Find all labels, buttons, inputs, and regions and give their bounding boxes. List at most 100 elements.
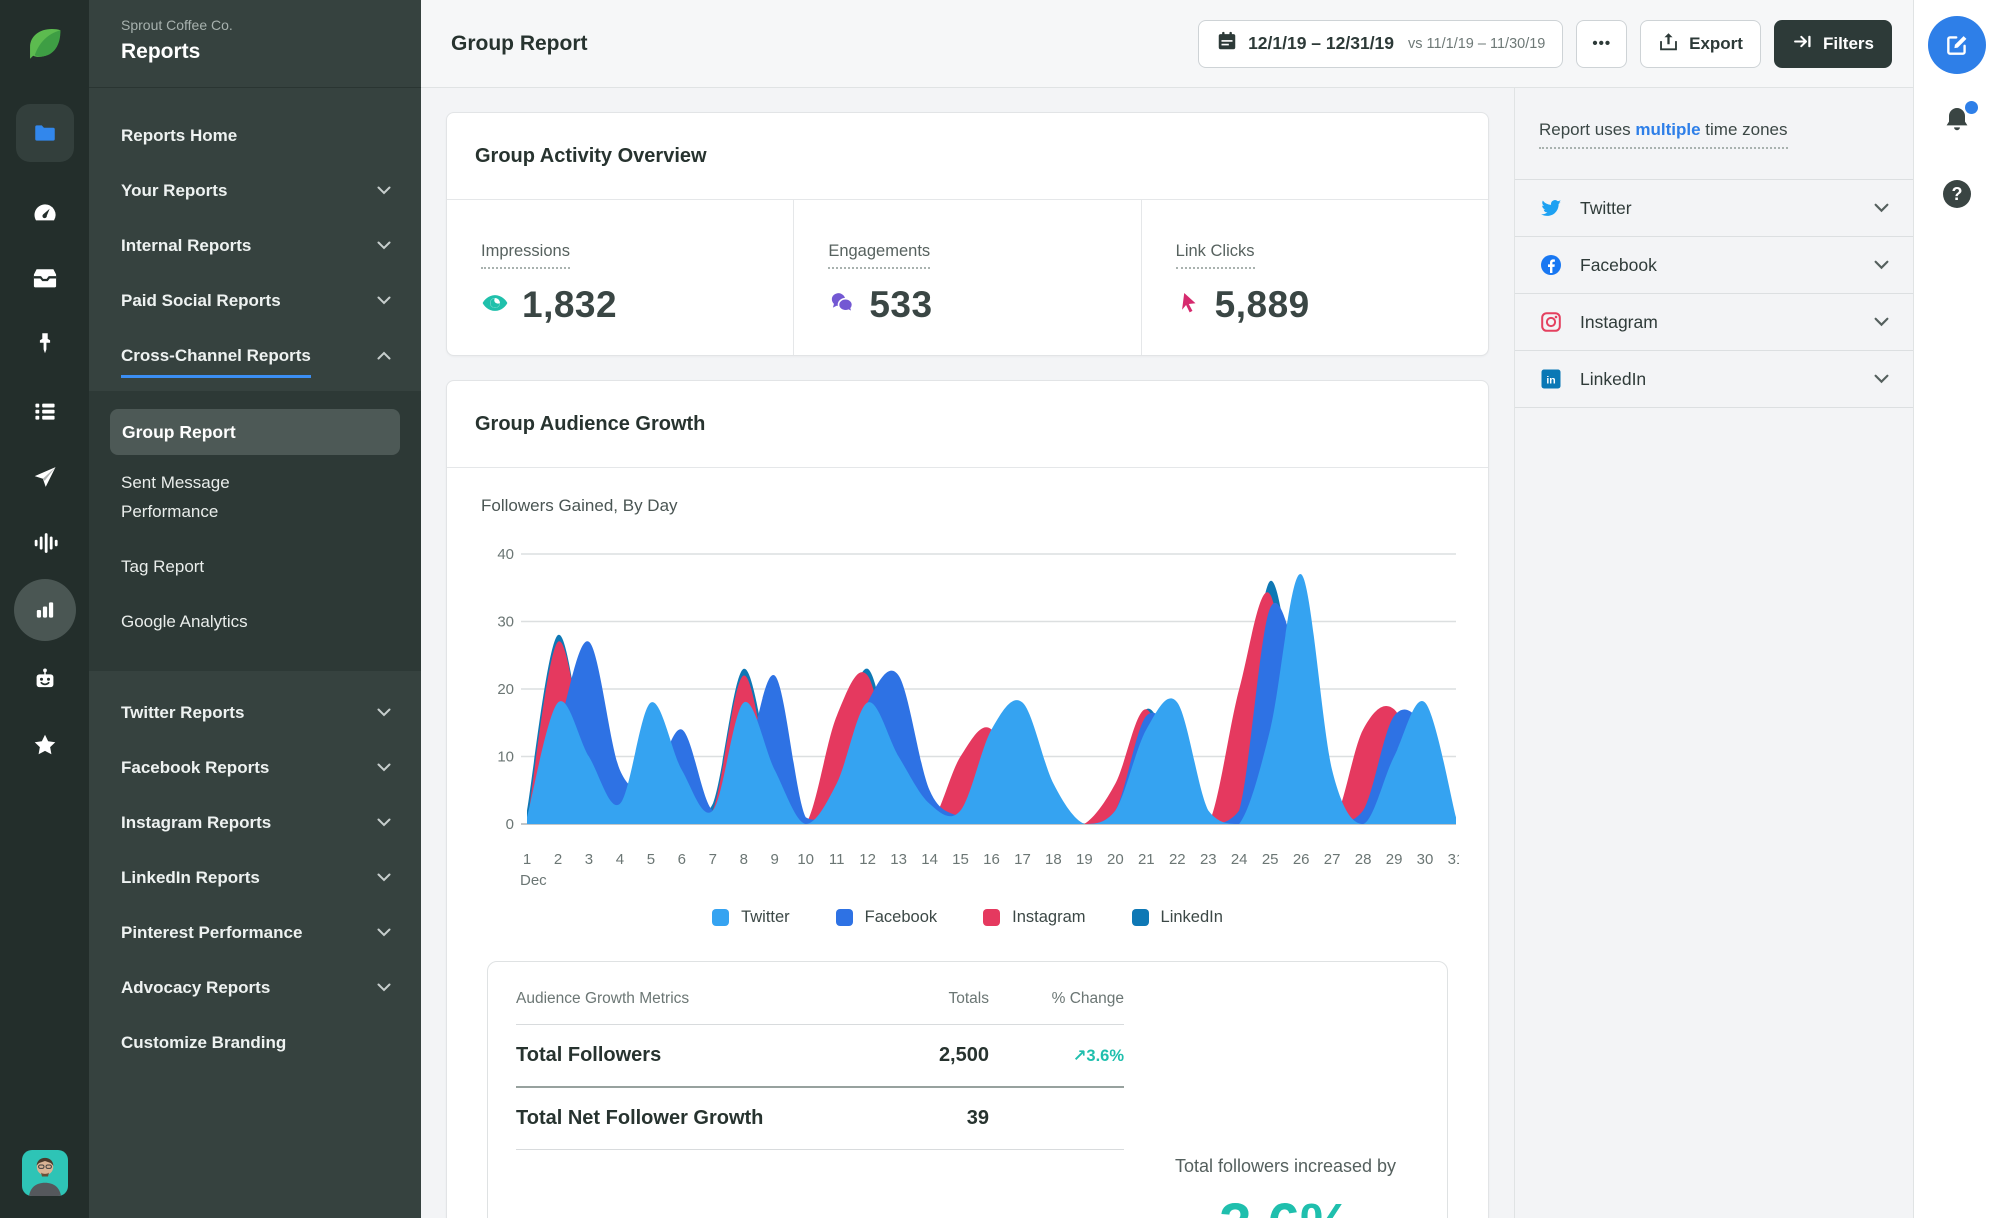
- svg-text:in: in: [1546, 375, 1555, 387]
- metric-label[interactable]: Link Clicks: [1175, 242, 1255, 269]
- chevron-down-icon: [377, 983, 391, 992]
- legend-item-twitter[interactable]: Twitter: [712, 908, 790, 927]
- compose-icon: [1947, 36, 1967, 55]
- export-button[interactable]: Export: [1640, 19, 1761, 68]
- metric-value: 5,889: [1214, 284, 1310, 325]
- sidebar-item-instagram-reports[interactable]: Instagram Reports: [89, 795, 421, 850]
- linkedin-swatch: [1131, 909, 1149, 926]
- svg-text:17: 17: [1014, 851, 1031, 868]
- chat-bubbles-icon: [828, 289, 856, 322]
- sidebar-item-pinned[interactable]: [32, 330, 58, 356]
- metric-label[interactable]: Impressions: [481, 242, 570, 269]
- sidebar-item-bot[interactable]: [31, 665, 59, 693]
- network-row-linkedin[interactable]: in LinkedIn: [1515, 351, 1913, 408]
- legend-item-linkedin[interactable]: LinkedIn: [1131, 908, 1223, 927]
- legend-label: Instagram: [1012, 908, 1086, 926]
- legend-item-facebook[interactable]: Facebook: [835, 908, 937, 927]
- network-row-facebook[interactable]: Facebook: [1515, 237, 1913, 294]
- question-mark-icon: ?: [1951, 183, 1963, 204]
- user-avatar[interactable]: [21, 1150, 68, 1196]
- network-row-twitter[interactable]: Twitter: [1515, 180, 1913, 237]
- sidebar-item-customize-branding[interactable]: Customize Branding: [89, 1015, 421, 1070]
- sidebar-item-twitter-reports[interactable]: Twitter Reports: [89, 685, 421, 740]
- svg-text:5: 5: [647, 851, 655, 868]
- svg-text:16: 16: [983, 851, 1000, 868]
- compose-button[interactable]: [1928, 16, 1986, 74]
- sidebar-item-dashboard[interactable]: [31, 198, 59, 226]
- sidebar-item-reports-active[interactable]: [13, 579, 76, 641]
- sidebar-item-internal-reports[interactable]: Internal Reports: [89, 218, 421, 273]
- row-total: 39: [966, 1107, 989, 1129]
- audience-growth-table: Audience Growth Metrics Totals % Change …: [516, 990, 1124, 1218]
- table-row: Total Followers 2,500 ↗3.6%: [516, 1025, 1124, 1088]
- timezone-note-prefix: Report uses: [1539, 120, 1636, 139]
- metric-label[interactable]: Engagements: [828, 242, 931, 269]
- icon-rail: [0, 0, 89, 1218]
- notifications-button[interactable]: [1941, 101, 1978, 141]
- sidebar-item-publishing[interactable]: [31, 463, 59, 491]
- group-audience-growth-card: Group Audience Growth Followers Gained, …: [446, 380, 1489, 1218]
- table-header-row: Audience Growth Metrics Totals % Change: [516, 990, 1124, 1025]
- avatar-photo: [21, 1150, 68, 1196]
- network-row-instagram[interactable]: Instagram: [1515, 294, 1913, 351]
- filters-label: Filters: [1822, 33, 1874, 53]
- svg-text:31: 31: [1448, 851, 1459, 868]
- legend-label: LinkedIn: [1160, 908, 1223, 926]
- submenu-item-sent-message-performance[interactable]: Sent Message Performance: [89, 455, 349, 539]
- sidebar-item-reports-folder[interactable]: [15, 104, 74, 162]
- page-title: Group Report: [451, 31, 588, 55]
- timezone-note-wrap: Report uses multiple time zones: [1515, 88, 1913, 180]
- sidebar-item-advocacy-reports[interactable]: Advocacy Reports: [89, 960, 421, 1015]
- sidebar-item-your-reports[interactable]: Your Reports: [89, 163, 421, 218]
- bot-icon: [36, 668, 53, 688]
- chevron-down-icon: [377, 763, 391, 772]
- row-change: ↗3.6%: [989, 1046, 1124, 1066]
- stat-value: 3.6%: [1124, 1191, 1447, 1218]
- sidebar-item-inbox[interactable]: [31, 264, 59, 292]
- sidebar-item-linkedin-reports[interactable]: LinkedIn Reports: [89, 850, 421, 905]
- sidebar-item-listening[interactable]: [31, 529, 59, 557]
- twitter-icon: [1539, 196, 1563, 220]
- legend-item-instagram[interactable]: Instagram: [983, 908, 1086, 927]
- sidebar-item-facebook-reports[interactable]: Facebook Reports: [89, 740, 421, 795]
- sidebar-item-reports-home[interactable]: Reports Home: [89, 108, 421, 163]
- sidebar-item-paid-social-reports[interactable]: Paid Social Reports: [89, 273, 421, 328]
- submenu-item-google-analytics[interactable]: Google Analytics: [89, 594, 421, 649]
- more-options-button[interactable]: •••: [1576, 19, 1628, 68]
- network-label: Instagram: [1580, 311, 1658, 332]
- svg-text:1: 1: [523, 851, 531, 868]
- svg-text:21: 21: [1138, 851, 1155, 868]
- sidebar-item-feeds[interactable]: [31, 398, 58, 425]
- date-range-button[interactable]: 12/1/19 – 12/31/19 vs 11/1/19 – 11/30/19: [1198, 19, 1564, 68]
- row-total: 2,500: [938, 1044, 989, 1066]
- metric-value-row: 533: [828, 284, 1140, 326]
- topbar-actions: 12/1/19 – 12/31/19 vs 11/1/19 – 11/30/19…: [1198, 19, 1892, 68]
- card-title: Group Activity Overview: [447, 113, 1488, 200]
- eye-icon: [481, 289, 509, 322]
- sidebar-nav-top: Reports Home Your Reports Internal Repor…: [89, 88, 421, 383]
- svg-text:12: 12: [859, 851, 876, 868]
- sidebar-item-label: Pinterest Performance: [121, 922, 303, 942]
- timezone-link[interactable]: multiple: [1635, 120, 1701, 139]
- sidebar-item-cross-channel-reports[interactable]: Cross-Channel Reports: [89, 328, 421, 383]
- sprout-logo-icon[interactable]: [22, 21, 68, 67]
- help-button[interactable]: ?: [1943, 180, 1971, 208]
- filters-button[interactable]: Filters: [1773, 19, 1892, 68]
- sidebar-item-favorites[interactable]: [31, 731, 59, 759]
- metric-value: 1,832: [522, 284, 618, 325]
- row-metric: Total Followers: [516, 1044, 662, 1066]
- table-row: Total Net Follower Growth 39: [516, 1088, 1124, 1150]
- metric-engagements: Engagements 533: [793, 200, 1140, 355]
- sidebar-item-label: LinkedIn Reports: [121, 867, 260, 887]
- report-main: Group Activity Overview Impressions 1,83…: [421, 88, 1514, 1218]
- sidebar-item-pinterest-performance[interactable]: Pinterest Performance: [89, 905, 421, 960]
- submenu-item-group-report[interactable]: Group Report: [110, 409, 400, 455]
- submenu-item-tag-report[interactable]: Tag Report: [89, 539, 421, 594]
- timezone-note[interactable]: Report uses multiple time zones: [1539, 120, 1788, 149]
- chevron-down-icon: [1874, 203, 1889, 213]
- legend-label: Twitter: [741, 908, 790, 926]
- sidebar-item-label: Reports Home: [121, 125, 238, 145]
- waveform-icon: [34, 533, 58, 553]
- sidebar-title: Reports: [121, 40, 201, 63]
